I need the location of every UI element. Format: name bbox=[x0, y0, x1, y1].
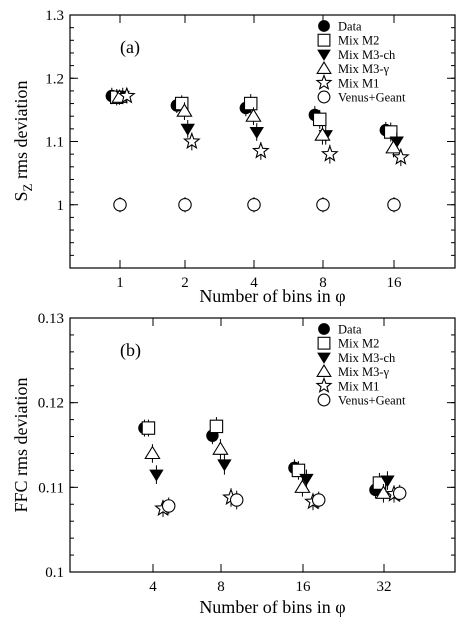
x-tick-label: 32 bbox=[377, 579, 392, 595]
data-point bbox=[387, 198, 401, 212]
data-point bbox=[229, 493, 244, 507]
series-mix-m2 bbox=[141, 417, 387, 494]
x-tick-label: 16 bbox=[296, 579, 312, 595]
legend-label: Data bbox=[338, 323, 362, 337]
data-point bbox=[243, 96, 258, 111]
data-point bbox=[209, 419, 224, 434]
legend-marker bbox=[317, 33, 331, 47]
legend-label: Mix M2 bbox=[338, 337, 379, 351]
data-point bbox=[383, 125, 398, 139]
x-axis-label: Number of bins in φ bbox=[199, 597, 345, 617]
series-mix-m1 bbox=[154, 484, 403, 517]
legend-marker bbox=[318, 20, 330, 32]
legend-marker bbox=[315, 73, 333, 91]
data-point bbox=[251, 141, 270, 159]
legend-label: Mix M3-γ bbox=[338, 365, 389, 379]
legend-marker bbox=[316, 61, 332, 74]
legend-label: Mix M2 bbox=[338, 34, 379, 48]
legend-marker bbox=[318, 323, 330, 335]
data-point bbox=[180, 123, 195, 136]
data-point bbox=[249, 126, 264, 139]
data-point bbox=[144, 445, 161, 460]
data-point bbox=[291, 463, 306, 478]
x-tick-label: 1 bbox=[116, 275, 124, 291]
y-tick-label: 0.12 bbox=[38, 396, 64, 412]
data-point bbox=[176, 103, 193, 117]
legend-label: Mix M1 bbox=[338, 379, 379, 393]
x-axis-label: Number of bins in φ bbox=[199, 286, 345, 306]
legend-marker bbox=[317, 49, 331, 61]
data-point bbox=[245, 108, 262, 122]
data-point bbox=[385, 139, 402, 154]
data-point bbox=[182, 132, 201, 150]
data-point bbox=[141, 421, 156, 435]
legend-label: Mix M3-γ bbox=[338, 62, 389, 76]
x-tick-label: 8 bbox=[217, 579, 225, 595]
data-point bbox=[113, 198, 127, 212]
legend-marker bbox=[316, 364, 332, 377]
y-axis-label: FFC rms deviation bbox=[11, 377, 31, 512]
x-tick-label: 16 bbox=[387, 275, 403, 291]
data-point bbox=[392, 486, 407, 501]
x-tick-label: 2 bbox=[181, 275, 189, 291]
x-tick-label: 8 bbox=[319, 275, 327, 291]
panel-label: (a) bbox=[120, 37, 140, 58]
y-axis-label: SZ rms deviation bbox=[11, 81, 35, 202]
data-point bbox=[320, 144, 339, 162]
data-point bbox=[391, 147, 410, 165]
series-venus-geant bbox=[113, 197, 401, 213]
y-tick-label: 1.1 bbox=[45, 135, 64, 151]
data-point bbox=[294, 479, 311, 493]
data-point bbox=[178, 198, 192, 212]
legend-label: Venus+Geant bbox=[338, 394, 406, 408]
plot-frame bbox=[69, 317, 456, 573]
series-venus-geant bbox=[161, 484, 407, 515]
legend-label: Mix M3-ch bbox=[338, 48, 396, 62]
x-tick-label: 4 bbox=[250, 275, 258, 291]
data-point bbox=[299, 473, 314, 486]
y-tick-label: 0.1 bbox=[45, 565, 64, 581]
legend-marker bbox=[317, 352, 331, 364]
data-point bbox=[247, 198, 261, 212]
panel-label: (b) bbox=[120, 340, 141, 361]
data-point bbox=[311, 493, 326, 507]
series-mix-m3- bbox=[144, 439, 392, 503]
legend-label: Mix M3-ch bbox=[338, 351, 396, 365]
legend-label: Venus+Geant bbox=[338, 91, 406, 105]
data-point bbox=[217, 459, 232, 472]
series-mix-m1 bbox=[117, 86, 410, 167]
series-data bbox=[138, 419, 382, 499]
x-tick-label: 4 bbox=[149, 579, 157, 595]
legend-marker bbox=[317, 393, 331, 407]
y-tick-label: 0.11 bbox=[38, 480, 64, 496]
legend-label: Data bbox=[338, 20, 362, 34]
data-point bbox=[212, 441, 229, 455]
data-point bbox=[161, 499, 176, 513]
y-tick-label: 1.2 bbox=[45, 71, 64, 87]
series-mix-m3- bbox=[111, 89, 402, 158]
y-tick-label: 1.3 bbox=[45, 8, 64, 24]
data-point bbox=[117, 86, 136, 104]
legend-marker bbox=[317, 336, 331, 350]
chart-panel-a: 1 1.1 1.2 1.3 1 2 4 8 16 Number of bins in φ SZ rm… bbox=[11, 8, 456, 306]
y-tick-label: 1 bbox=[57, 198, 65, 214]
legend-label: Mix M1 bbox=[338, 76, 379, 90]
series-mix-m3-ch bbox=[149, 454, 395, 490]
data-point bbox=[312, 112, 327, 127]
data-point bbox=[316, 198, 330, 212]
chart-panel-b: 0.1 0.11 0.12 0.13 4 8 16 32 Number of bins in φ… bbox=[11, 311, 456, 617]
legend-marker bbox=[315, 376, 333, 394]
data-point bbox=[314, 127, 331, 141]
y-tick-label: 0.13 bbox=[38, 311, 64, 327]
data-point bbox=[149, 469, 164, 482]
data-point bbox=[380, 475, 395, 488]
legend-marker bbox=[317, 90, 331, 104]
